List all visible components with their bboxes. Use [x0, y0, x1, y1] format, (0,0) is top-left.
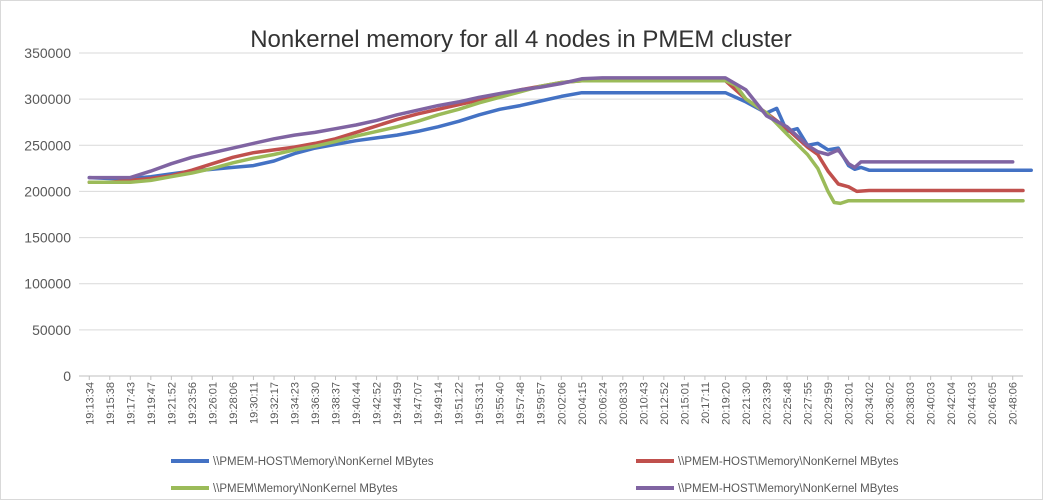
x-tick-label: 19:23:56	[187, 382, 199, 425]
legend-label: \\PMEM-HOST\Memory\NonKernel MBytes	[678, 483, 899, 495]
y-tick-label: 200000	[24, 183, 71, 199]
x-tick-label: 19:51:22	[454, 382, 466, 425]
x-tick-label: 20:44:03	[967, 382, 979, 425]
series-lines	[87, 76, 1033, 206]
x-tick-label: 20:48:06	[1008, 382, 1020, 425]
x-tick-label: 19:53:31	[474, 382, 486, 425]
x-tick-label: 20:12:52	[659, 382, 671, 425]
x-tick-label: 20:08:33	[618, 382, 630, 425]
x-tick-label: 20:32:01	[844, 382, 856, 425]
x-tick-label: 19:36:30	[310, 382, 322, 425]
x-axis: 19:13:34 19:15:38 19:17:43 19:19:47 19:21:52…	[79, 375, 1023, 425]
x-tick-label: 19:57:48	[515, 382, 527, 425]
series-line-1	[87, 90, 1033, 181]
chart-title: Nonkernel memory for all 4 nodes in PMEM…	[250, 26, 792, 53]
x-tick-label: 19:28:06	[228, 382, 240, 425]
x-tick-label: 19:17:43	[125, 382, 137, 425]
x-tick-label: 20:29:59	[823, 382, 835, 425]
x-tick-label: 20:42:04	[946, 382, 958, 425]
x-tick-label: 20:38:03	[905, 382, 917, 425]
x-tick-label: 19:38:37	[331, 382, 343, 425]
x-tick-label: 19:21:52	[166, 382, 178, 425]
y-tick-label: 0	[63, 368, 71, 384]
x-tick-label: 19:47:07	[413, 382, 425, 425]
x-tick-label: 19:59:57	[536, 382, 548, 425]
x-tick-label: 20:15:01	[679, 382, 691, 425]
legend: \\PMEM-HOST\Memory\NonKernel MBytes \\PME…	[171, 456, 899, 495]
y-tick-label: 300000	[24, 91, 71, 107]
x-tick-label: 19:19:47	[146, 382, 158, 425]
x-tick-label: 20:02:06	[556, 382, 568, 425]
x-tick-label: 20:23:39	[761, 382, 773, 425]
x-tick-label: 19:34:23	[289, 382, 301, 425]
x-tick-label: 19:15:38	[105, 382, 117, 425]
x-tick-label: 20:17:11	[700, 382, 712, 424]
y-tick-label: 150000	[24, 230, 71, 246]
x-tick-label: 19:55:40	[495, 382, 507, 425]
series-line-4	[87, 76, 1015, 180]
x-tick-label: 19:13:34	[84, 382, 96, 425]
x-tick-label: 19:40:44	[351, 382, 363, 425]
y-tick-label: 100000	[24, 276, 71, 292]
legend-label: \\PMEM-HOST\Memory\NonKernel MBytes	[213, 456, 434, 468]
x-tick-label: 20:25:48	[782, 382, 794, 425]
x-tick-label: 20:19:20	[720, 382, 732, 425]
series-line-3	[87, 78, 1025, 206]
y-tick-label: 50000	[32, 322, 71, 338]
x-tick-label: 19:26:01	[207, 382, 219, 425]
x-tick-label: 20:36:02	[885, 382, 897, 425]
y-tick-label: 250000	[24, 137, 71, 153]
x-tick-label: 20:06:24	[597, 382, 609, 425]
x-tick-label: 19:30:11	[248, 382, 260, 424]
x-tick-label: 19:44:59	[392, 382, 404, 425]
legend-label: \\PMEM-HOST\Memory\NonKernel MBytes	[678, 456, 899, 468]
x-tick-label: 20:34:02	[864, 382, 876, 425]
x-tick-label: 20:04:15	[577, 382, 589, 425]
legend-label: \\PMEM\Memory\NonKernel MBytes	[213, 483, 398, 495]
x-tick-label: 19:32:17	[269, 382, 281, 425]
y-axis: 0 50000 100000 150000 200000 250000 300000 3500…	[24, 45, 71, 384]
x-tick-label: 20:46:05	[987, 382, 999, 425]
x-tick-label: 20:10:43	[638, 382, 650, 425]
x-tick-label: 20:40:03	[926, 382, 938, 425]
x-tick-label: 20:21:30	[741, 382, 753, 425]
x-tick-label: 19:42:52	[372, 382, 384, 425]
y-tick-label: 350000	[24, 45, 71, 61]
x-tick-label: 20:27:55	[803, 382, 815, 425]
x-tick-label: 19:49:14	[433, 382, 445, 425]
